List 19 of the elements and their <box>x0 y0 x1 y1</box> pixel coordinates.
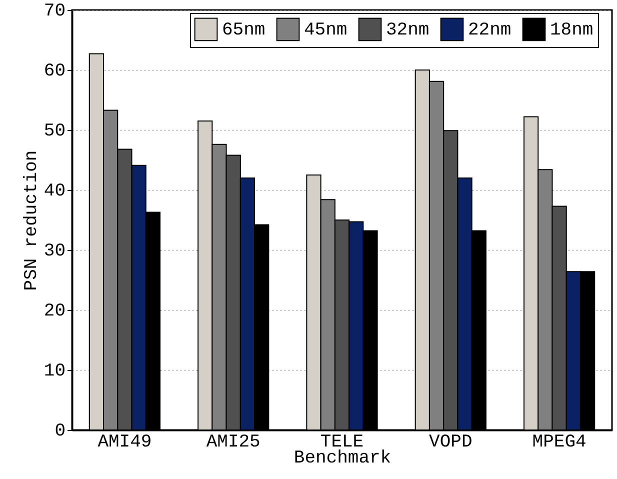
y-axis-title: PSN reduction <box>22 150 42 291</box>
y-tick-label: 40 <box>44 182 66 202</box>
y-tick-label: 20 <box>44 302 66 322</box>
x-tick-label: MPEG4 <box>532 432 586 452</box>
y-tick-label: 50 <box>44 122 66 142</box>
x-axis-title: Benchmark <box>294 448 392 468</box>
y-tick-label: 70 <box>44 2 66 22</box>
x-tick-label: AMI49 <box>98 432 152 452</box>
y-tick-label: 0 <box>54 422 66 442</box>
x-tick-label: AMI25 <box>206 432 260 452</box>
legend-label: 45nm <box>304 20 348 40</box>
y-tick-label: 30 <box>44 242 66 262</box>
legend-label: 65nm <box>222 20 266 40</box>
x-tick-label: VOPD <box>429 432 472 452</box>
y-tick-label: 60 <box>44 62 66 82</box>
legend-label: 22nm <box>468 20 512 40</box>
legend-label: 32nm <box>386 20 430 40</box>
y-tick-label: 10 <box>44 362 66 382</box>
legend-label: 18nm <box>550 20 594 40</box>
